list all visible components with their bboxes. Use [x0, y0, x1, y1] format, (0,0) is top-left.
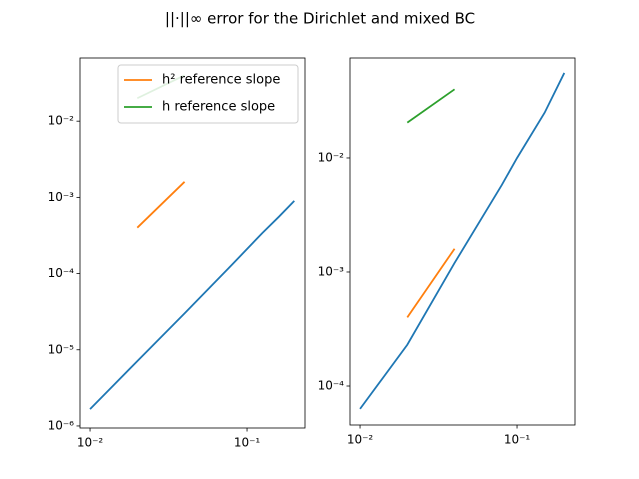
y-tick-label: 10⁻³ [318, 264, 345, 278]
data-line [136, 181, 186, 229]
axes-frame [79, 57, 306, 429]
x-tick-label: 10⁻² [77, 436, 104, 450]
y-tick-label: 10⁻⁶ [48, 418, 75, 432]
legend-label: h reference slope [162, 100, 275, 115]
data-line [406, 88, 456, 124]
y-tick-label: 10⁻² [318, 150, 345, 164]
axes-frame [349, 57, 576, 426]
x-tick-label: 10⁻¹ [234, 436, 261, 450]
x-tick-label: 10⁻¹ [504, 433, 531, 447]
y-tick-label: 10⁻⁴ [318, 379, 345, 393]
figure-title: ||·||∞ error for the Dirichlet and mixed… [165, 10, 475, 28]
x-tick-label: 10⁻² [347, 433, 374, 447]
legend-label: h² reference slope [162, 73, 280, 88]
y-tick-label: 10⁻² [48, 114, 75, 128]
y-tick-label: 10⁻⁵ [48, 342, 75, 356]
data-line [89, 200, 295, 410]
y-tick-label: 10⁻⁴ [48, 266, 75, 280]
data-line [406, 248, 456, 318]
y-tick-label: 10⁻³ [48, 190, 75, 204]
legend-box [117, 64, 299, 124]
data-line [359, 72, 566, 410]
